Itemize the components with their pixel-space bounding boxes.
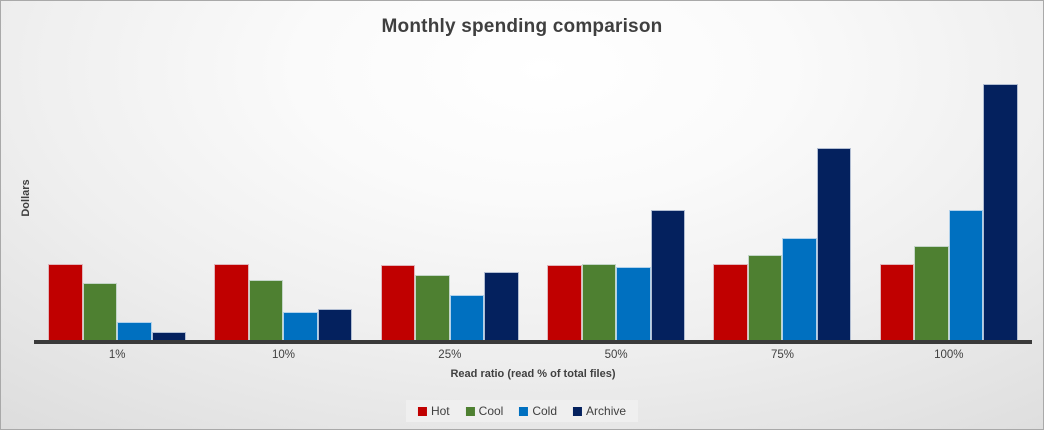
bar-cold-100%[interactable] — [948, 210, 984, 341]
legend-item-cold[interactable]: Cold — [519, 404, 557, 418]
bar-group-10% — [200, 71, 366, 341]
bar-hot-10%[interactable] — [214, 264, 249, 341]
legend-swatch-archive-icon — [573, 406, 583, 416]
x-axis-title: Read ratio (read % of total files) — [450, 368, 616, 380]
legend-label-hot: Hot — [430, 404, 450, 418]
bar-group-25% — [367, 71, 533, 341]
y-axis-title: Dollars — [20, 179, 32, 217]
bar-archive-50%[interactable] — [650, 210, 686, 341]
x-tick-label-1%: 1% — [108, 349, 126, 361]
bar-group-50% — [533, 71, 699, 341]
bar-cool-100%[interactable] — [914, 246, 949, 341]
x-axis-labels: 1% 10% 25% 50% 75% 100% — [34, 349, 1032, 361]
bar-hot-50%[interactable] — [547, 265, 582, 341]
legend-label-cool: Cool — [478, 404, 504, 418]
legend-item-archive[interactable]: Archive — [573, 404, 626, 418]
bar-cool-10%[interactable] — [248, 280, 284, 341]
legend-item-cool[interactable]: Cool — [465, 404, 504, 418]
x-axis-line — [34, 340, 1032, 344]
x-tick-label-100%: 100% — [934, 349, 964, 361]
plot-area — [34, 71, 1032, 341]
legend-label-cold: Cold — [532, 404, 558, 418]
legend-swatch-cold-icon — [519, 406, 529, 416]
bar-hot-100%[interactable] — [879, 264, 915, 341]
bar-group-1% — [34, 71, 200, 341]
bar-archive-25%[interactable] — [484, 272, 519, 341]
bar-archive-1%[interactable] — [151, 332, 187, 341]
x-tick-label-50%: 50% — [604, 349, 628, 361]
bar-cold-10%[interactable] — [283, 312, 318, 341]
bar-hot-75%[interactable] — [713, 264, 748, 341]
bar-archive-10%[interactable] — [317, 309, 353, 341]
bar-cool-1%[interactable] — [82, 283, 118, 341]
bar-hot-1%[interactable] — [48, 264, 83, 341]
bar-cold-50%[interactable] — [616, 267, 651, 341]
bar-cool-75%[interactable] — [747, 255, 783, 341]
chart-title: Monthly spending comparison — [381, 16, 663, 37]
legend-swatch-hot-icon — [417, 406, 427, 416]
bar-group-100% — [866, 71, 1032, 341]
legend-item-hot[interactable]: Hot — [417, 404, 450, 418]
bar-group-75% — [699, 71, 865, 341]
x-tick-label-75%: 75% — [770, 349, 794, 361]
legend: Hot Cool Cold Archive — [405, 400, 639, 422]
x-tick-label-10%: 10% — [271, 349, 295, 361]
bar-hot-25%[interactable] — [380, 265, 416, 341]
legend-label-archive: Archive — [586, 404, 627, 418]
bar-cool-50%[interactable] — [581, 264, 617, 341]
bar-cool-25%[interactable] — [415, 275, 450, 341]
bar-cold-75%[interactable] — [782, 238, 817, 341]
bar-cold-1%[interactable] — [117, 322, 152, 341]
bar-archive-100%[interactable] — [983, 84, 1018, 341]
bar-archive-75%[interactable] — [816, 148, 852, 341]
x-tick-label-25%: 25% — [438, 349, 462, 361]
bar-cold-25%[interactable] — [449, 295, 485, 341]
legend-swatch-cool-icon — [465, 406, 475, 416]
